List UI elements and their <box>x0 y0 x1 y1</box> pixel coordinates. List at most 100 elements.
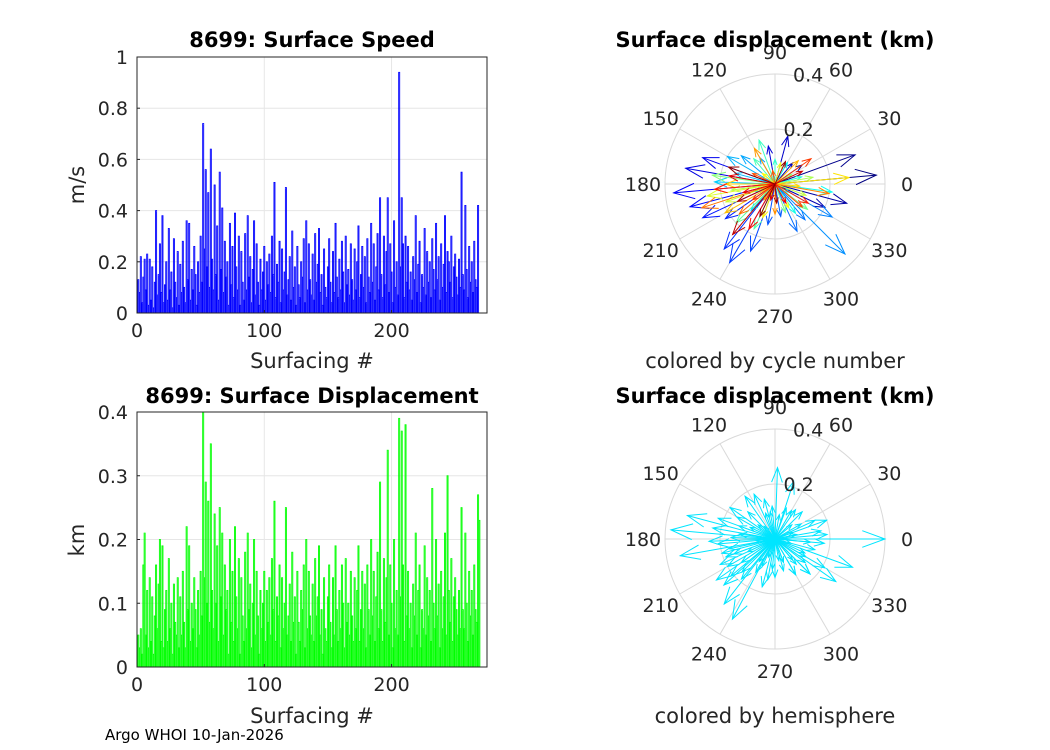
displacement-arrow <box>731 538 776 621</box>
arrow-shaft <box>735 183 776 224</box>
arrow-shaft <box>755 538 776 573</box>
displacement-arrow <box>774 530 829 540</box>
displacement-grid <box>137 412 487 667</box>
displacement-arrow <box>738 531 776 540</box>
arrow-shaft <box>774 467 778 540</box>
polar-angle-label: 330 <box>871 240 907 262</box>
speed-axes-box <box>136 56 488 314</box>
arrow-shaft <box>774 183 798 232</box>
polar-angle-label: 240 <box>691 643 727 665</box>
arrow-shaft <box>767 538 776 580</box>
arrow-shaft <box>774 538 784 563</box>
polar-hemisphere-labels: 0 30 60 90 120 150 180 210 240 270 300 330 0.2 0.4 <box>625 397 913 683</box>
arrow-head <box>727 173 740 182</box>
arrow-head <box>678 544 702 560</box>
displacement-arrow <box>729 533 776 542</box>
displacement-arrow <box>774 538 812 576</box>
displacement-arrow <box>774 183 808 196</box>
arrow-shaft <box>774 533 828 540</box>
arrow-head <box>810 528 823 537</box>
arrow-head <box>785 480 795 495</box>
arrow-head <box>759 208 766 218</box>
polar-angle-label: 180 <box>625 529 661 551</box>
arrow-shaft <box>753 158 776 185</box>
arrow-head <box>722 571 739 586</box>
arrow-head <box>798 201 809 211</box>
arrow-shaft <box>727 538 776 567</box>
arrow-shaft <box>774 538 806 554</box>
arrow-head <box>780 160 787 168</box>
arrow-shaft <box>765 512 776 540</box>
arrow-shaft <box>774 183 809 204</box>
arrow-head <box>775 513 781 521</box>
speed-bars <box>137 71 480 314</box>
displacement-ylabel: km <box>65 524 89 557</box>
x-tick-label: 100 <box>246 674 282 696</box>
arrow-head <box>788 205 797 215</box>
displacement-arrow <box>771 169 777 185</box>
arrow-head <box>771 169 777 177</box>
displacement-arrow <box>765 183 776 227</box>
arrow-head <box>765 215 773 227</box>
arrow-head <box>862 530 887 548</box>
arrow-head <box>815 530 829 540</box>
arrow-shaft <box>774 183 830 195</box>
polar-hemisphere-caption: colored by hemisphere <box>655 704 896 728</box>
arrow-shaft <box>725 538 776 558</box>
polar-angle-label: 240 <box>691 288 727 310</box>
arrow-shaft <box>758 139 776 185</box>
displacement-arrow <box>774 183 810 204</box>
arrow-head <box>772 157 778 166</box>
polar-radius-label: 0.2 <box>783 119 813 141</box>
displacement-arrow <box>774 175 815 185</box>
displacement-arrow <box>774 183 786 214</box>
displacement-arrow <box>774 183 849 206</box>
polar-angle-label: 210 <box>643 240 679 262</box>
y-tick-label: 0.4 <box>98 402 128 424</box>
arrow-head <box>752 157 761 166</box>
polar-angle-label: 150 <box>643 108 679 130</box>
displacement-arrow <box>716 517 776 540</box>
displacement-arrow <box>774 538 826 547</box>
arrow-head <box>727 542 740 551</box>
arrow-shaft <box>739 533 776 540</box>
displacement-arrow <box>774 513 781 540</box>
arrow-head <box>738 531 748 539</box>
arrow-head <box>736 194 747 203</box>
arrow-head <box>672 182 696 200</box>
arrow-head <box>684 164 706 179</box>
arrow-head <box>723 586 740 606</box>
polar-cycle-caption: colored by cycle number <box>645 349 905 373</box>
speed-chart: 0 100 200 0 0.2 0.4 0.6 0.8 1 8699: Surface Spee… <box>65 28 488 373</box>
arrow-head <box>797 555 807 564</box>
displacement-arrow <box>774 183 806 221</box>
arrow-head <box>760 575 769 589</box>
x-tick-label: 200 <box>373 320 409 342</box>
arrow-head <box>795 175 803 181</box>
polar-angle-label: 270 <box>757 306 793 328</box>
arrow-shaft <box>714 183 776 190</box>
arrow-head <box>748 217 759 231</box>
arrow-shaft <box>737 183 776 202</box>
arrow-head <box>705 187 723 200</box>
y-tick-label: 0.1 <box>98 593 128 615</box>
polar-angle-label: 30 <box>877 463 901 485</box>
arrow-shaft <box>729 538 776 550</box>
arrow-head <box>741 187 751 194</box>
arrow-shaft <box>741 538 776 573</box>
polar-cycle-title: Surface displacement (km) <box>615 28 934 52</box>
arrow-shaft <box>744 495 776 540</box>
arrow-head <box>765 511 770 520</box>
displacement-arrow <box>761 538 776 568</box>
displacement-ticks: 0 100 200 0 0.1 0.2 0.3 0.4 <box>98 402 410 696</box>
arrow-head <box>813 538 826 547</box>
arrow-head <box>685 513 708 528</box>
arrow-head <box>758 555 765 563</box>
arrow-head <box>788 219 798 233</box>
displacement-arrow <box>752 157 776 185</box>
arrow-head <box>729 533 741 542</box>
displacement-arrow <box>748 526 776 540</box>
displacement-arrow <box>761 172 776 185</box>
polar-hemisphere-chart: 0 30 60 90 120 150 180 210 240 270 300 330 0.2 0.4 Su… <box>615 384 934 728</box>
displacement-arrow <box>744 495 776 540</box>
